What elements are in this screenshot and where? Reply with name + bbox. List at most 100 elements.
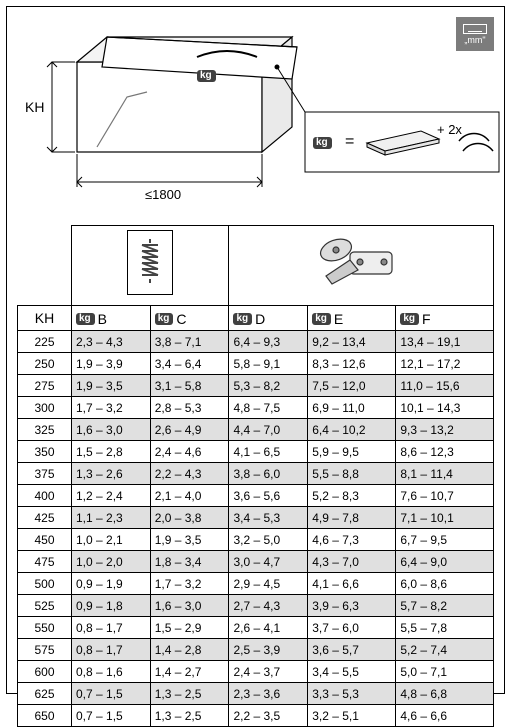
value-cell: 5,2 – 7,4: [396, 639, 494, 661]
page-frame: „mm": [6, 6, 505, 694]
value-cell: 3,1 – 5,8: [150, 375, 229, 397]
col-b-header: kgB: [72, 306, 151, 331]
value-cell: 0,8 – 1,7: [72, 617, 151, 639]
kg-icon: kg: [400, 313, 419, 325]
value-cell: 3,2 – 5,0: [229, 529, 308, 551]
value-cell: 3,7 – 6,0: [308, 617, 396, 639]
value-cell: 4,1 – 6,6: [308, 573, 396, 595]
kh-cell: 425: [18, 507, 72, 529]
value-cell: 8,6 – 12,3: [396, 441, 494, 463]
spec-table-wrap: KH kgB kgC kgD kgE kgF 2252,3 – 4,33,8 –…: [17, 225, 494, 687]
kh-cell: 400: [18, 485, 72, 507]
value-cell: 9,2 – 13,4: [308, 331, 396, 353]
value-cell: 3,4 – 5,3: [229, 507, 308, 529]
table-body: 2252,3 – 4,33,8 – 7,16,4 – 9,39,2 – 13,4…: [18, 331, 494, 727]
value-cell: 3,6 – 5,6: [229, 485, 308, 507]
value-cell: 6,4 – 9,0: [396, 551, 494, 573]
kh-cell: 325: [18, 419, 72, 441]
value-cell: 2,3 – 3,6: [229, 683, 308, 705]
hinge-header: [229, 226, 494, 306]
table-row: 5000,9 – 1,91,7 – 3,22,9 – 4,54,1 – 6,66…: [18, 573, 494, 595]
kh-header: KH: [18, 306, 72, 331]
value-cell: 4,9 – 7,8: [308, 507, 396, 529]
value-cell: 5,3 – 8,2: [229, 375, 308, 397]
value-cell: 0,8 – 1,6: [72, 661, 151, 683]
value-cell: 4,6 – 6,6: [396, 705, 494, 727]
value-cell: 1,6 – 3,0: [150, 595, 229, 617]
value-cell: 2,0 – 3,8: [150, 507, 229, 529]
value-cell: 3,2 – 5,1: [308, 705, 396, 727]
kh-cell: 525: [18, 595, 72, 617]
col-e-header: kgE: [308, 306, 396, 331]
value-cell: 2,4 – 4,6: [150, 441, 229, 463]
kh-cell: 600: [18, 661, 72, 683]
value-cell: 5,7 – 8,2: [396, 595, 494, 617]
value-cell: 4,8 – 6,8: [396, 683, 494, 705]
value-cell: 3,9 – 6,3: [308, 595, 396, 617]
value-cell: 1,9 – 3,9: [72, 353, 151, 375]
value-cell: 2,8 – 5,3: [150, 397, 229, 419]
kh-cell: 575: [18, 639, 72, 661]
value-cell: 7,6 – 10,7: [396, 485, 494, 507]
value-cell: 5,5 – 8,8: [308, 463, 396, 485]
value-cell: 1,0 – 2,1: [72, 529, 151, 551]
table-row: 6250,7 – 1,51,3 – 2,52,3 – 3,63,3 – 5,34…: [18, 683, 494, 705]
col-c-header: kgC: [150, 306, 229, 331]
value-cell: 2,4 – 3,7: [229, 661, 308, 683]
value-cell: 0,9 – 1,8: [72, 595, 151, 617]
value-cell: 2,2 – 4,3: [150, 463, 229, 485]
kh-cell: 650: [18, 705, 72, 727]
value-cell: 2,9 – 4,5: [229, 573, 308, 595]
value-cell: 0,8 – 1,7: [72, 639, 151, 661]
kh-cell: 625: [18, 683, 72, 705]
table-row: 2501,9 – 3,93,4 – 6,45,8 – 9,18,3 – 12,6…: [18, 353, 494, 375]
table-row: 3751,3 – 2,62,2 – 4,33,8 – 6,05,5 – 8,88…: [18, 463, 494, 485]
value-cell: 6,4 – 9,3: [229, 331, 308, 353]
value-cell: 3,3 – 5,3: [308, 683, 396, 705]
table-row: 5750,8 – 1,71,4 – 2,82,5 – 3,93,6 – 5,75…: [18, 639, 494, 661]
value-cell: 3,0 – 4,7: [229, 551, 308, 573]
value-cell: 1,9 – 3,5: [150, 529, 229, 551]
value-cell: 3,8 – 7,1: [150, 331, 229, 353]
value-cell: 0,9 – 1,9: [72, 573, 151, 595]
table-row: 4751,0 – 2,01,8 – 3,43,0 – 4,74,3 – 7,06…: [18, 551, 494, 573]
table-row: 4501,0 – 2,11,9 – 3,53,2 – 5,04,6 – 7,36…: [18, 529, 494, 551]
kg-icon: kg: [155, 313, 174, 325]
value-cell: 7,1 – 10,1: [396, 507, 494, 529]
table-row: 3501,5 – 2,82,4 – 4,64,1 – 6,55,9 – 9,58…: [18, 441, 494, 463]
table-row: 5250,9 – 1,81,6 – 3,02,7 – 4,33,9 – 6,35…: [18, 595, 494, 617]
value-cell: 4,1 – 6,5: [229, 441, 308, 463]
value-cell: 0,7 – 1,5: [72, 705, 151, 727]
value-cell: 6,7 – 9,5: [396, 529, 494, 551]
value-cell: 2,6 – 4,9: [150, 419, 229, 441]
value-cell: 2,3 – 4,3: [72, 331, 151, 353]
value-cell: 5,9 – 9,5: [308, 441, 396, 463]
value-cell: 1,5 – 2,8: [72, 441, 151, 463]
value-cell: 4,8 – 7,5: [229, 397, 308, 419]
kh-cell: 250: [18, 353, 72, 375]
kg-icon: kg: [76, 313, 95, 325]
kg-icon: kg: [312, 313, 331, 325]
kg-icon: kg: [197, 70, 216, 82]
kg-icon: kg: [313, 137, 332, 149]
table-row: 4001,2 – 2,42,1 – 4,03,6 – 5,65,2 – 8,37…: [18, 485, 494, 507]
kh-cell: 300: [18, 397, 72, 419]
value-cell: 1,3 – 2,6: [72, 463, 151, 485]
value-cell: 1,4 – 2,7: [150, 661, 229, 683]
value-cell: 6,9 – 11,0: [308, 397, 396, 419]
value-cell: 2,1 – 4,0: [150, 485, 229, 507]
value-cell: 3,8 – 6,0: [229, 463, 308, 485]
header-illustration-row: [18, 226, 494, 306]
value-cell: 1,3 – 2,5: [150, 705, 229, 727]
value-cell: 5,2 – 8,3: [308, 485, 396, 507]
kh-cell: 225: [18, 331, 72, 353]
kh-cell: 450: [18, 529, 72, 551]
kh-cell: 500: [18, 573, 72, 595]
value-cell: 13,4 – 19,1: [396, 331, 494, 353]
plus-2x-label: + 2x: [437, 122, 462, 137]
spec-table: KH kgB kgC kgD kgE kgF 2252,3 – 4,33,8 –…: [17, 225, 494, 727]
value-cell: 5,8 – 9,1: [229, 353, 308, 375]
col-d-header: kgD: [229, 306, 308, 331]
table-row: 4251,1 – 2,32,0 – 3,83,4 – 5,34,9 – 7,87…: [18, 507, 494, 529]
kg-badge-legend: kg: [313, 134, 332, 149]
